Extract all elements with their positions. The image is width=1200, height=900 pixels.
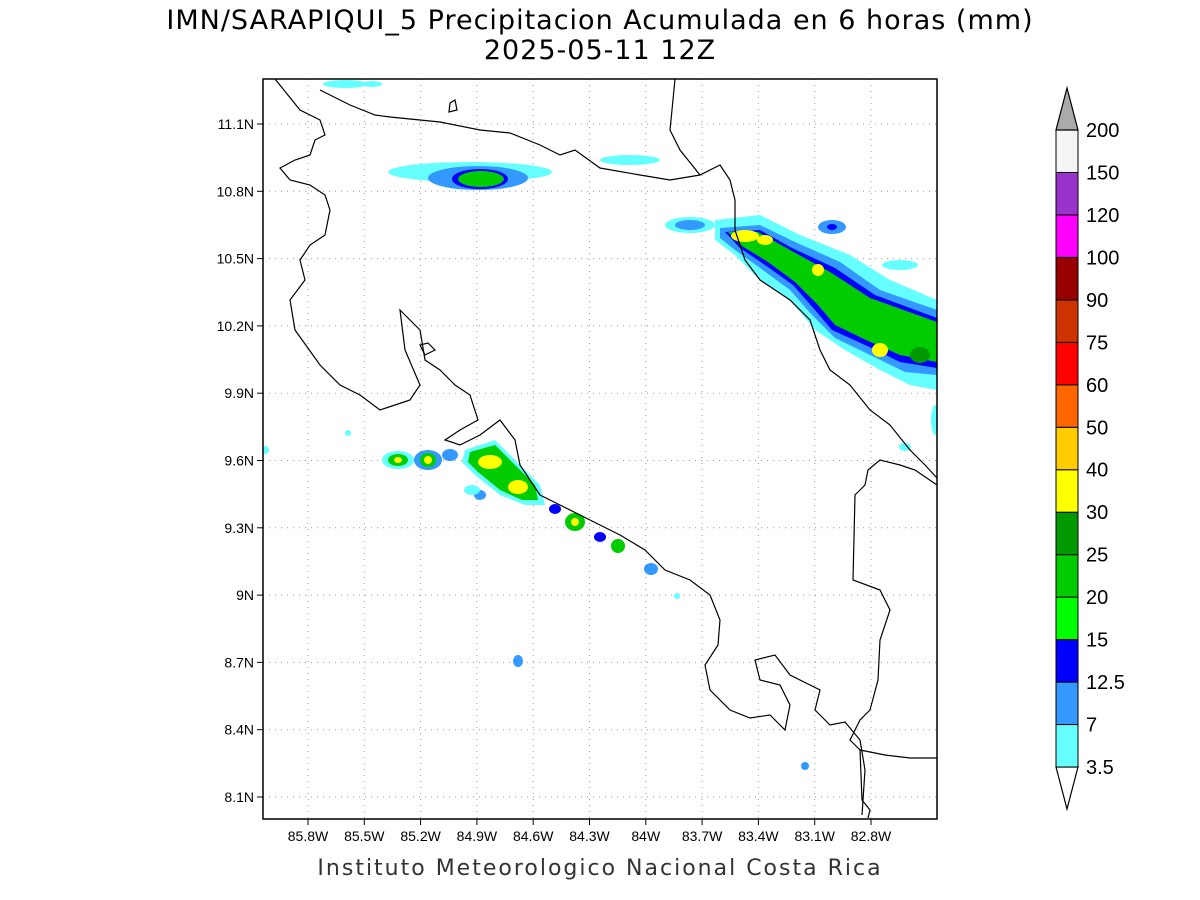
lon-tick-label: 83.7W xyxy=(682,828,723,844)
precipitation-colorbar: 3.5 7 12.5 15 20 25 30 40 50 60 75 90 100 120 150 200 xyxy=(1055,85,1125,812)
lon-tick-label: 85.5W xyxy=(344,828,385,844)
lat-tick-label: 11.1N xyxy=(218,116,254,132)
colorbar-swatch xyxy=(1055,681,1079,726)
lat-tick-label: 8.4N xyxy=(224,722,254,738)
lat-tick-label: 9.3N xyxy=(224,520,254,536)
colorbar-swatch xyxy=(1055,129,1079,173)
lat-tick-label: 8.7N xyxy=(224,654,254,670)
colorbar-swatch xyxy=(1055,171,1079,216)
colorbar-swatch xyxy=(1055,214,1079,258)
colorbar-swatch xyxy=(1055,341,1079,386)
colorbar-level-label: 20 xyxy=(1086,587,1108,609)
lon-tick-label: 84W xyxy=(631,828,661,844)
colorbar-upper-arrow xyxy=(1055,85,1079,131)
colorbar-level-label: 120 xyxy=(1086,205,1119,227)
colorbar-level-label: 200 xyxy=(1086,120,1119,142)
colorbar-swatch xyxy=(1055,554,1079,598)
colorbar-swatch xyxy=(1055,639,1079,683)
map-subtitle-datetime: 2025-05-11 12Z xyxy=(483,35,717,66)
colorbar-swatch xyxy=(1055,426,1079,471)
colorbar-swatch xyxy=(1055,256,1079,301)
colorbar-level-label: 15 xyxy=(1086,630,1108,652)
colorbar-lower-arrow xyxy=(1055,766,1079,812)
longitude-axis: 85.8W 85.5W 85.2W 84.9W 84.6W 84.3W 84W 83.7W 83… xyxy=(288,819,892,844)
lon-tick-label: 82.8W xyxy=(851,828,892,844)
lon-tick-label: 85.2W xyxy=(400,828,441,844)
rain-cell-north-lake xyxy=(323,80,660,190)
lon-tick-label: 83.1W xyxy=(794,828,835,844)
lat-tick-label: 10.5N xyxy=(217,251,254,267)
precipitation-field xyxy=(263,79,937,819)
map-title: IMN/SARAPIQUI_5 Precipitacion Acumulada … xyxy=(166,5,1034,36)
lat-tick-label: 10.2N xyxy=(217,318,254,334)
lat-tick-label: 8.1N xyxy=(224,789,254,805)
latitude-axis: 11.1N 10.8N 10.5N 10.2N 9.9N 9.6N 9.3N 9N 8.7N 8.… xyxy=(217,116,263,805)
colorbar-level-label: 12.5 xyxy=(1086,672,1125,694)
lon-tick-label: 84.6W xyxy=(513,828,554,844)
colorbar-level-label: 60 xyxy=(1086,375,1108,397)
lat-tick-label: 9N xyxy=(236,587,254,603)
colorbar-swatch xyxy=(1055,596,1079,641)
colorbar-level-label: 3.5 xyxy=(1086,757,1114,779)
colorbar-level-label: 50 xyxy=(1086,417,1108,439)
colorbar-swatch xyxy=(1055,384,1079,428)
lat-tick-label: 9.9N xyxy=(224,385,254,401)
lon-tick-label: 84.3W xyxy=(569,828,610,844)
colorbar-swatch xyxy=(1055,511,1079,556)
colorbar-level-label: 90 xyxy=(1086,290,1108,312)
rain-band-pacific xyxy=(263,430,809,770)
rain-band-caribbean xyxy=(665,215,937,451)
colorbar-level-label: 40 xyxy=(1086,460,1108,482)
colorbar-level-label: 7 xyxy=(1086,715,1097,737)
map-gridlines xyxy=(263,79,937,819)
colorbar-swatch xyxy=(1055,724,1079,768)
colorbar-level-label: 100 xyxy=(1086,247,1119,269)
coastlines xyxy=(274,79,937,819)
lon-tick-label: 83.4W xyxy=(738,828,779,844)
lon-tick-label: 84.9W xyxy=(457,828,498,844)
colorbar-swatch xyxy=(1055,299,1079,343)
colorbar-swatch xyxy=(1055,469,1079,513)
map-frame xyxy=(262,78,938,820)
lat-tick-label: 9.6N xyxy=(224,453,254,469)
colorbar-level-label: 30 xyxy=(1086,502,1108,524)
lon-tick-label: 85.8W xyxy=(288,828,329,844)
colorbar-level-label: 150 xyxy=(1086,162,1119,184)
colorbar-level-label: 25 xyxy=(1086,545,1108,567)
footer-credit: Instituto Meteorologico Nacional Costa R… xyxy=(317,856,883,881)
colorbar-level-label: 75 xyxy=(1086,332,1108,354)
lat-tick-label: 10.8N xyxy=(217,183,254,199)
